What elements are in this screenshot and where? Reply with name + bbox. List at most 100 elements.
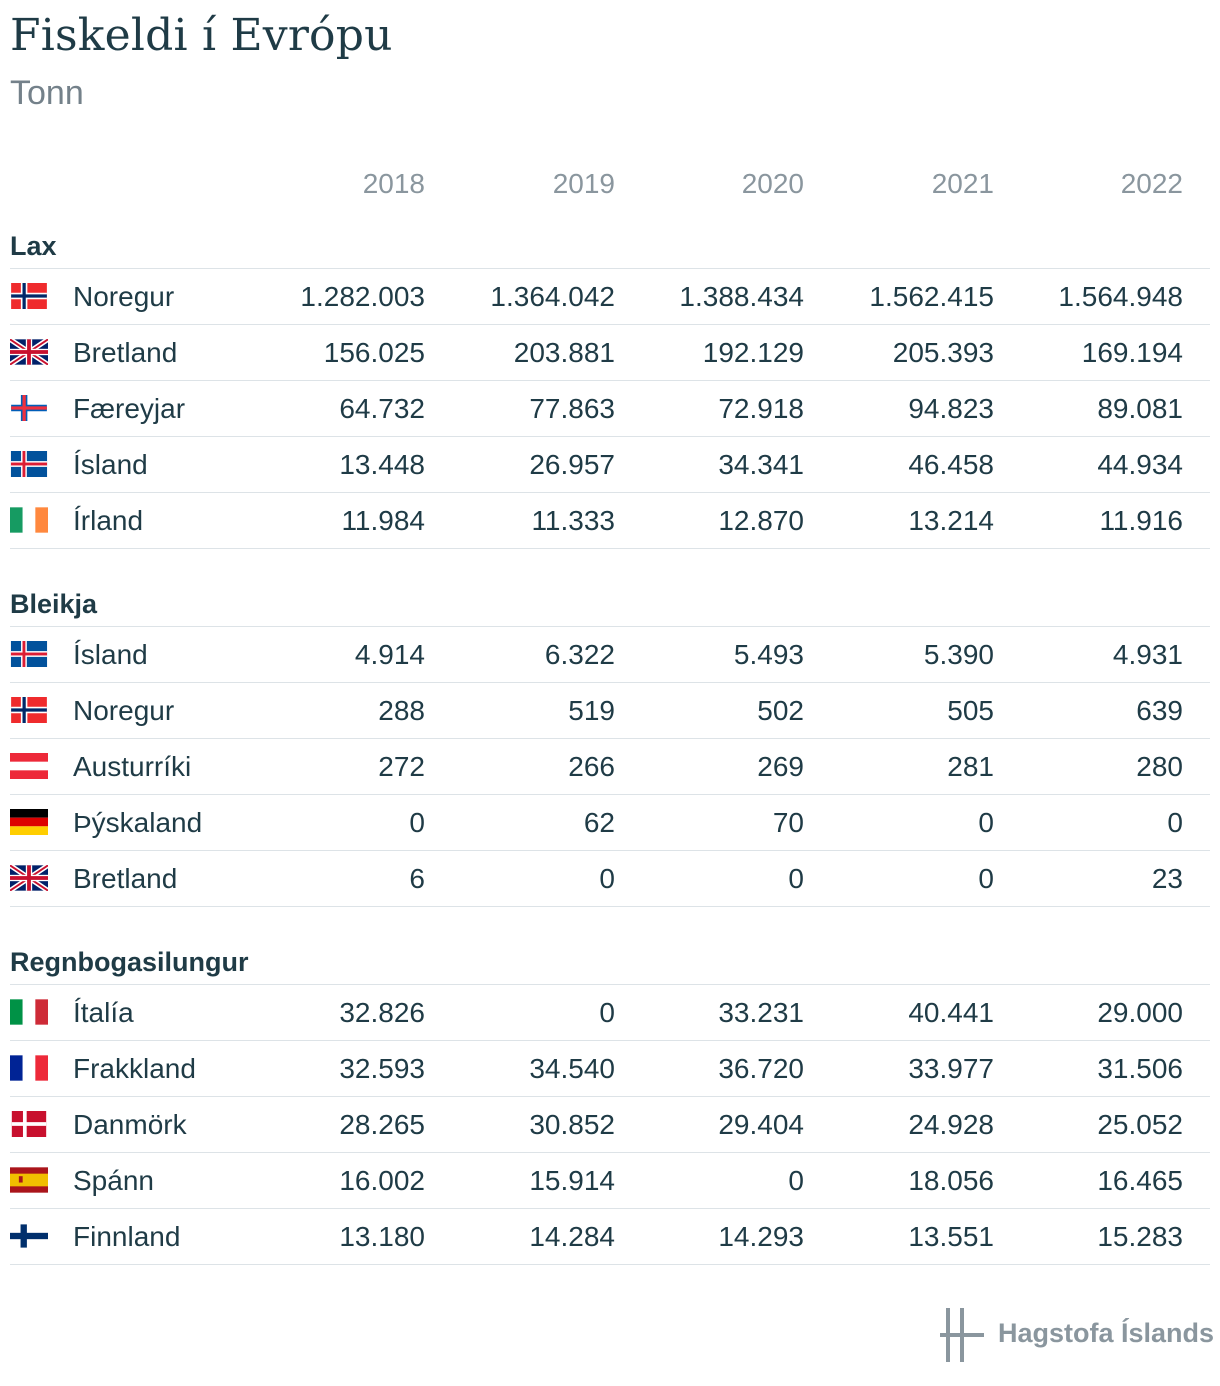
value-cell: 502 <box>757 695 804 726</box>
country-label: Bretland <box>73 337 178 368</box>
section-bleikja: Bleikja Ísland 4.914 6.322 5.493 5.390 4.931 No… <box>10 582 1210 907</box>
value-cell: 169.194 <box>1081 337 1183 368</box>
value-cell: 89.081 <box>1097 393 1183 424</box>
uk-flag-icon <box>10 339 48 365</box>
value-cell: 34.341 <box>718 449 804 480</box>
table-row: Finnland 13.180 14.284 14.293 13.551 15.283 <box>10 1209 1210 1265</box>
value-cell: 6 <box>409 863 425 894</box>
country-label: Ísland <box>73 639 148 670</box>
value-cell: 0 <box>788 1165 804 1196</box>
value-cell: 639 <box>1136 695 1183 726</box>
value-cell: 46.458 <box>908 449 994 480</box>
country-label: Færeyjar <box>73 393 186 424</box>
value-cell: 5.493 <box>733 639 804 670</box>
value-cell: 15.914 <box>529 1165 615 1196</box>
table-row: Ísland 4.914 6.322 5.493 5.390 4.931 <box>10 627 1210 683</box>
hagstofa-logo: Hagstofa Íslands <box>940 1308 1214 1364</box>
value-cell: 281 <box>947 751 994 782</box>
value-cell: 0 <box>788 863 804 894</box>
value-cell: 4.931 <box>1112 639 1183 670</box>
country-label: Danmörk <box>73 1109 187 1140</box>
value-cell: 94.823 <box>908 393 994 424</box>
country-label: Noregur <box>73 695 175 726</box>
value-cell: 14.293 <box>718 1221 804 1252</box>
value-cell: 0 <box>409 807 425 838</box>
faroe-flag-icon <box>10 395 48 421</box>
table-row: Noregur 1.282.003 1.364.042 1.388.434 1.562.… <box>10 269 1210 325</box>
value-cell: 33.977 <box>908 1053 994 1084</box>
value-cell: 15.283 <box>1097 1221 1183 1252</box>
value-cell: 44.934 <box>1097 449 1183 480</box>
country-label: Ísland <box>73 449 148 480</box>
denmark-flag-icon <box>10 1111 48 1137</box>
value-cell: 23 <box>1151 863 1183 894</box>
finland-flag-icon <box>10 1223 48 1249</box>
value-cell: 30.852 <box>529 1109 615 1140</box>
value-cell: 5.390 <box>923 639 994 670</box>
section-title: Lax <box>10 224 1210 269</box>
value-cell: 26.957 <box>529 449 615 480</box>
value-cell: 505 <box>947 695 994 726</box>
value-cell: 1.388.434 <box>679 281 804 312</box>
value-cell: 72.918 <box>718 393 804 424</box>
hagstofa-logo-text: Hagstofa Íslands <box>998 1318 1215 1348</box>
value-cell: 18.056 <box>908 1165 994 1196</box>
value-cell: 203.881 <box>513 337 615 368</box>
table-row: Danmörk 28.265 30.852 29.404 24.928 25.052 <box>10 1097 1210 1153</box>
value-cell: 12.870 <box>718 505 804 536</box>
iceland-flag-icon <box>10 451 48 477</box>
value-cell: 36.720 <box>718 1053 804 1084</box>
table-row: Bretland 156.025 203.881 192.129 205.393 169.… <box>10 325 1210 381</box>
value-cell: 29.000 <box>1097 997 1183 1028</box>
value-cell: 1.364.042 <box>490 281 615 312</box>
country-label: Írland <box>73 505 144 536</box>
value-cell: 269 <box>757 751 804 782</box>
table-row: Írland 11.984 11.333 12.870 13.214 11.916 <box>10 493 1210 549</box>
value-cell: 13.180 <box>339 1221 425 1252</box>
table-row: Ítalía 32.826 0 33.231 40.441 29.000 <box>10 985 1210 1041</box>
year-header: 2018 <box>362 168 425 199</box>
value-cell: 0 <box>1167 807 1183 838</box>
value-cell: 62 <box>583 807 615 838</box>
year-header: 2020 <box>741 168 804 199</box>
hagstofa-logo-icon <box>940 1308 984 1362</box>
value-cell: 0 <box>599 863 615 894</box>
section-title: Regnbogasilungur <box>10 940 1210 985</box>
value-cell: 0 <box>978 807 994 838</box>
value-cell: 29.404 <box>718 1109 804 1140</box>
table-row: Noregur 288 519 502 505 639 <box>10 683 1210 739</box>
value-cell: 77.863 <box>529 393 615 424</box>
table-row: Þýskaland 0 62 70 0 0 <box>10 795 1210 851</box>
year-header: 2022 <box>1120 168 1183 199</box>
germany-flag-icon <box>10 809 48 835</box>
country-label: Spánn <box>73 1165 154 1196</box>
spain-flag-icon <box>10 1167 48 1193</box>
value-cell: 13.214 <box>908 505 994 536</box>
country-label: Finnland <box>73 1221 181 1252</box>
value-cell: 16.002 <box>339 1165 425 1196</box>
country-label: Noregur <box>73 281 175 312</box>
value-cell: 11.916 <box>1099 505 1183 536</box>
value-cell: 519 <box>568 695 615 726</box>
table-row: Færeyjar 64.732 77.863 72.918 94.823 89.081 <box>10 381 1210 437</box>
value-cell: 11.333 <box>531 505 615 536</box>
value-cell: 4.914 <box>354 639 425 670</box>
value-cell: 24.928 <box>908 1109 994 1140</box>
value-cell: 14.284 <box>529 1221 615 1252</box>
section-title: Bleikja <box>10 582 1210 627</box>
country-label: Austurríki <box>73 751 192 782</box>
section-regnbogasilungur: Regnbogasilungur Ítalía 32.826 0 33.231 40.44… <box>10 940 1210 1265</box>
year-header: 2021 <box>931 168 994 199</box>
value-cell: 16.465 <box>1097 1165 1183 1196</box>
value-cell: 25.052 <box>1097 1109 1183 1140</box>
value-cell: 280 <box>1136 751 1183 782</box>
year-header: 2019 <box>552 168 615 199</box>
value-cell: 1.562.415 <box>869 281 994 312</box>
value-cell: 0 <box>978 863 994 894</box>
table-row: Bretland 6 0 0 0 23 <box>10 851 1210 907</box>
value-cell: 0 <box>599 997 615 1028</box>
value-cell: 288 <box>378 695 425 726</box>
norway-flag-icon <box>10 283 48 309</box>
country-label: Frakkland <box>73 1053 196 1084</box>
norway-flag-icon <box>10 697 48 723</box>
